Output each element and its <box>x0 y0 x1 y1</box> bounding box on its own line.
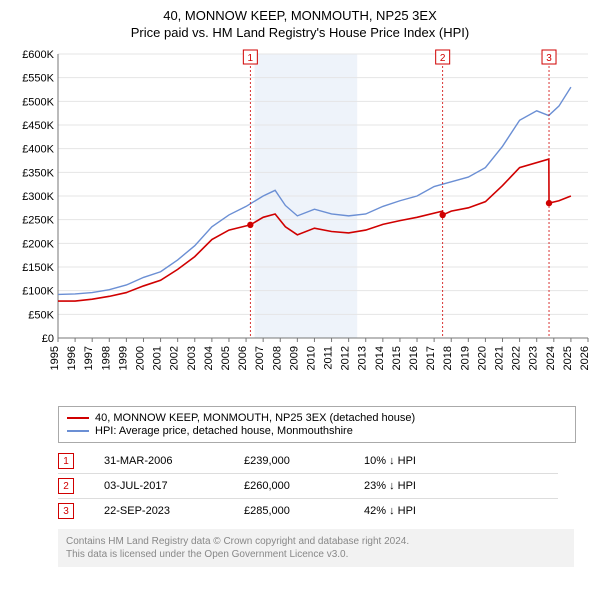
sale-date: 22-SEP-2023 <box>104 505 244 517</box>
footer-line: This data is licensed under the Open Gov… <box>66 548 566 561</box>
svg-text:1998: 1998 <box>100 346 112 370</box>
marker-badge: 2 <box>58 478 74 494</box>
svg-text:2017: 2017 <box>425 346 437 370</box>
svg-text:2004: 2004 <box>203 346 215 370</box>
svg-text:1997: 1997 <box>83 346 95 370</box>
legend-row: 40, MONNOW KEEP, MONMOUTH, NP25 3EX (det… <box>67 412 567 424</box>
sale-diff: 23% ↓ HPI <box>364 480 484 492</box>
svg-text:2010: 2010 <box>305 346 317 370</box>
svg-text:2025: 2025 <box>562 346 574 370</box>
svg-text:2006: 2006 <box>237 346 249 370</box>
legend-swatch <box>67 417 89 419</box>
svg-text:2024: 2024 <box>545 346 557 370</box>
svg-text:1995: 1995 <box>49 346 61 370</box>
svg-text:2013: 2013 <box>357 346 369 370</box>
svg-text:1: 1 <box>248 53 254 64</box>
svg-text:2001: 2001 <box>152 346 164 370</box>
sale-price: £260,000 <box>244 480 364 492</box>
svg-text:£100K: £100K <box>22 286 54 298</box>
svg-text:£200K: £200K <box>22 238 54 250</box>
attribution-footer: Contains HM Land Registry data © Crown c… <box>58 529 574 567</box>
chart-title: 40, MONNOW KEEP, MONMOUTH, NP25 3EX <box>8 8 592 23</box>
svg-text:2023: 2023 <box>528 346 540 370</box>
sale-diff: 42% ↓ HPI <box>364 505 484 517</box>
svg-text:2012: 2012 <box>340 346 352 370</box>
svg-text:2018: 2018 <box>442 346 454 370</box>
svg-text:2020: 2020 <box>476 346 488 370</box>
chart-subtitle: Price paid vs. HM Land Registry's House … <box>8 25 592 40</box>
table-row: 1 31-MAR-2006 £239,000 10% ↓ HPI <box>58 449 558 473</box>
svg-text:2002: 2002 <box>169 346 181 370</box>
svg-text:£550K: £550K <box>22 73 54 85</box>
table-row: 3 22-SEP-2023 £285,000 42% ↓ HPI <box>58 498 558 523</box>
svg-text:£250K: £250K <box>22 215 54 227</box>
svg-text:2026: 2026 <box>579 346 591 370</box>
svg-text:2005: 2005 <box>220 346 232 370</box>
svg-text:£300K: £300K <box>22 191 54 203</box>
svg-text:2009: 2009 <box>288 346 300 370</box>
svg-text:2016: 2016 <box>408 346 420 370</box>
svg-text:£0: £0 <box>42 333 54 345</box>
legend-label: 40, MONNOW KEEP, MONMOUTH, NP25 3EX (det… <box>95 412 415 424</box>
svg-text:2015: 2015 <box>391 346 403 370</box>
sale-date: 03-JUL-2017 <box>104 480 244 492</box>
svg-text:£150K: £150K <box>22 262 54 274</box>
svg-text:£50K: £50K <box>28 309 54 321</box>
sales-table: 1 31-MAR-2006 £239,000 10% ↓ HPI 2 03-JU… <box>58 449 558 523</box>
legend-row: HPI: Average price, detached house, Monm… <box>67 425 567 437</box>
legend-label: HPI: Average price, detached house, Monm… <box>95 425 353 437</box>
svg-text:£500K: £500K <box>22 96 54 108</box>
svg-text:2014: 2014 <box>374 346 386 370</box>
svg-text:1996: 1996 <box>66 346 78 370</box>
svg-text:2007: 2007 <box>254 346 266 370</box>
svg-text:2008: 2008 <box>271 346 283 370</box>
sale-date: 31-MAR-2006 <box>104 455 244 467</box>
svg-text:2022: 2022 <box>511 346 523 370</box>
legend-swatch <box>67 430 89 432</box>
svg-text:£600K: £600K <box>22 49 54 61</box>
svg-text:£350K: £350K <box>22 167 54 179</box>
marker-badge: 3 <box>58 503 74 519</box>
footer-line: Contains HM Land Registry data © Crown c… <box>66 535 566 548</box>
svg-text:1999: 1999 <box>117 346 129 370</box>
sale-diff: 10% ↓ HPI <box>364 455 484 467</box>
svg-text:3: 3 <box>546 53 552 64</box>
svg-text:£450K: £450K <box>22 120 54 132</box>
svg-text:2000: 2000 <box>134 346 146 370</box>
sale-price: £285,000 <box>244 505 364 517</box>
table-row: 2 03-JUL-2017 £260,000 23% ↓ HPI <box>58 473 558 498</box>
svg-text:£400K: £400K <box>22 144 54 156</box>
svg-text:2019: 2019 <box>459 346 471 370</box>
svg-text:2011: 2011 <box>323 346 335 370</box>
svg-text:2021: 2021 <box>494 346 506 370</box>
svg-text:2003: 2003 <box>186 346 198 370</box>
svg-text:2: 2 <box>440 53 446 64</box>
price-chart: £0 £50K £100K £150K £200K £250K £300K £350K £400… <box>8 48 592 398</box>
sale-price: £239,000 <box>244 455 364 467</box>
marker-badge: 1 <box>58 453 74 469</box>
legend: 40, MONNOW KEEP, MONMOUTH, NP25 3EX (det… <box>58 406 576 443</box>
